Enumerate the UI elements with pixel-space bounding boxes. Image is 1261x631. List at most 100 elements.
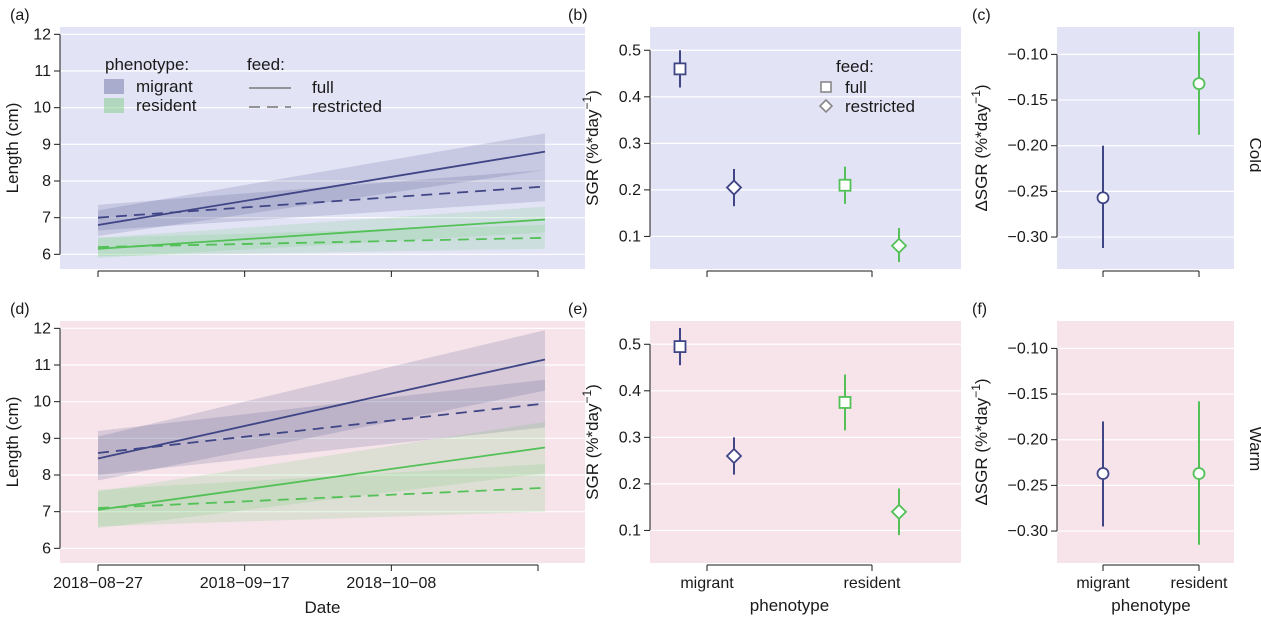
legend-label-full: full: [312, 78, 334, 97]
legend-swatch-migrant: [104, 79, 124, 94]
y-tick-label-d: 10: [33, 394, 51, 411]
panel-c: −0.30 −0.25 −0.20 −0.15 −0.10 ΔSGR (%*day−1): [969, 27, 1234, 277]
series-line-resident-restricted: [97, 236, 546, 248]
series-line-migrant-restricted: [97, 402, 546, 454]
y-tick-label-d: 9: [42, 430, 51, 447]
ci-band-migrant-full: [98, 330, 545, 481]
point-migrant: [1096, 191, 1110, 205]
y-tick-label-d: 7: [42, 504, 51, 521]
series-line-migrant-full: [97, 358, 546, 460]
y-axis-label-c: ΔSGR (%*day−1): [969, 84, 991, 211]
y-tick-label-a: 8: [42, 173, 51, 190]
y-tick-label-d: 11: [34, 357, 51, 374]
panel-label-a: (a): [10, 7, 30, 24]
x-tick-label-e: migrant: [680, 575, 734, 592]
point-resident-full: [838, 396, 852, 409]
y-tick-label-c: −0.10: [1008, 46, 1049, 63]
y-tick-label-b: 0.4: [619, 89, 641, 106]
point-resident: [1192, 77, 1206, 91]
panel-f: −0.30 −0.25 −0.20 −0.15 −0.10 migrant resident…: [969, 321, 1234, 615]
y-tick-label-b: 0.3: [619, 135, 641, 152]
y-tick-label-d: 12: [33, 320, 51, 337]
panel-label-f: (f): [972, 301, 987, 318]
x-axis-label-e: phenotype: [750, 596, 829, 615]
series-line-migrant-restricted: [97, 185, 546, 219]
panel-b: 0.1 0.2 0.3 0.4 0.5 SGR (%*day−1) feed: fullres…: [580, 27, 961, 277]
y-tick-label-e: 0.3: [619, 429, 641, 446]
legend-title-feed: feed:: [247, 55, 285, 74]
y-axis-label-d: Length (cm): [3, 397, 22, 488]
legend-label-resident: resident: [136, 96, 197, 115]
x-tick-label-d: 2018−10−08: [346, 575, 436, 592]
legend-label-restricted: restricted: [845, 97, 915, 116]
legend-title-phenotype: phenotype:: [105, 55, 189, 74]
point-resident-restricted: [890, 237, 908, 255]
legend-swatch-resident: [104, 98, 124, 113]
ci-band-migrant-restricted: [98, 379, 545, 475]
y-axis-label-a: Length (cm): [3, 103, 22, 194]
y-tick-label-a: 12: [33, 26, 51, 43]
series-line-resident-full: [97, 446, 546, 511]
point-resident-restricted: [890, 503, 908, 521]
y-tick-label-e: 0.1: [619, 522, 641, 539]
y-tick-label-c: −0.20: [1008, 138, 1049, 155]
panel-label-b: (b): [568, 7, 588, 24]
y-tick-label-e: 0.5: [619, 336, 641, 353]
legend-label-full: full: [845, 78, 867, 97]
x-axis-label-d: Date: [305, 598, 341, 617]
point-resident: [1192, 467, 1206, 480]
y-tick-label-d: 6: [42, 540, 51, 557]
y-tick-label-b: 0.1: [619, 228, 641, 245]
y-tick-label-a: 10: [33, 100, 51, 117]
panel-label-c: (c): [972, 7, 991, 24]
ci-band-resident-restricted: [98, 225, 545, 257]
y-tick-label-a: 6: [42, 246, 51, 263]
x-tick-label-d: 2018−09−17: [200, 575, 290, 592]
panel-background-a: [60, 27, 585, 269]
y-axis-label-b: SGR (%*day−1): [580, 90, 602, 206]
y-tick-label-a: 9: [42, 136, 51, 153]
legend-label-migrant: migrant: [136, 77, 193, 96]
panel-label-d: (d): [10, 301, 30, 318]
strip-label-warm: Warm: [1246, 427, 1261, 472]
point-migrant: [1096, 467, 1110, 480]
y-tick-label-b: 0.5: [619, 42, 641, 59]
y-tick-label-d: 8: [42, 467, 51, 484]
y-tick-label-f: −0.15: [1008, 386, 1049, 403]
point-resident-full: [838, 178, 852, 192]
y-tick-label-f: −0.10: [1008, 340, 1049, 357]
panel-d: 6 7 8 9 10 11 12 2018−08−27 2018−09−17 2018−10−08…: [3, 320, 585, 617]
y-tick-label-f: −0.30: [1008, 523, 1049, 540]
y-tick-label-c: −0.30: [1008, 229, 1049, 246]
series-line-resident-restricted: [97, 486, 546, 509]
ci-band-resident-full: [98, 421, 545, 529]
y-tick-label-f: −0.20: [1008, 432, 1049, 449]
legend-marker-restricted: [818, 98, 834, 114]
legend-marker-full: [820, 81, 832, 93]
y-tick-label-a: 11: [34, 63, 51, 80]
ci-band-resident-restricted: [98, 464, 545, 527]
panel-background-d: [60, 321, 585, 563]
ci-band-migrant-restricted: [98, 170, 545, 231]
point-migrant-full: [673, 340, 687, 353]
legend-label-restricted: restricted: [312, 97, 382, 116]
x-tick-label-f: migrant: [1076, 575, 1130, 592]
legend-title-feed: feed:: [836, 57, 874, 76]
y-axis-label-e: SGR (%*day−1): [580, 384, 602, 500]
series-line-resident-full: [97, 218, 546, 250]
y-tick-label-c: −0.25: [1008, 183, 1049, 200]
x-axis-label-f: phenotype: [1111, 596, 1190, 615]
panel-background-c: [1057, 27, 1234, 269]
point-migrant-restricted: [725, 447, 743, 465]
x-tick-label-e: resident: [844, 575, 901, 592]
panel-background-e: [650, 321, 961, 563]
y-tick-label-e: 0.2: [619, 476, 641, 493]
y-tick-label-a: 7: [42, 210, 51, 227]
y-tick-label-c: −0.15: [1008, 92, 1049, 109]
panel-background-b: [650, 27, 961, 269]
